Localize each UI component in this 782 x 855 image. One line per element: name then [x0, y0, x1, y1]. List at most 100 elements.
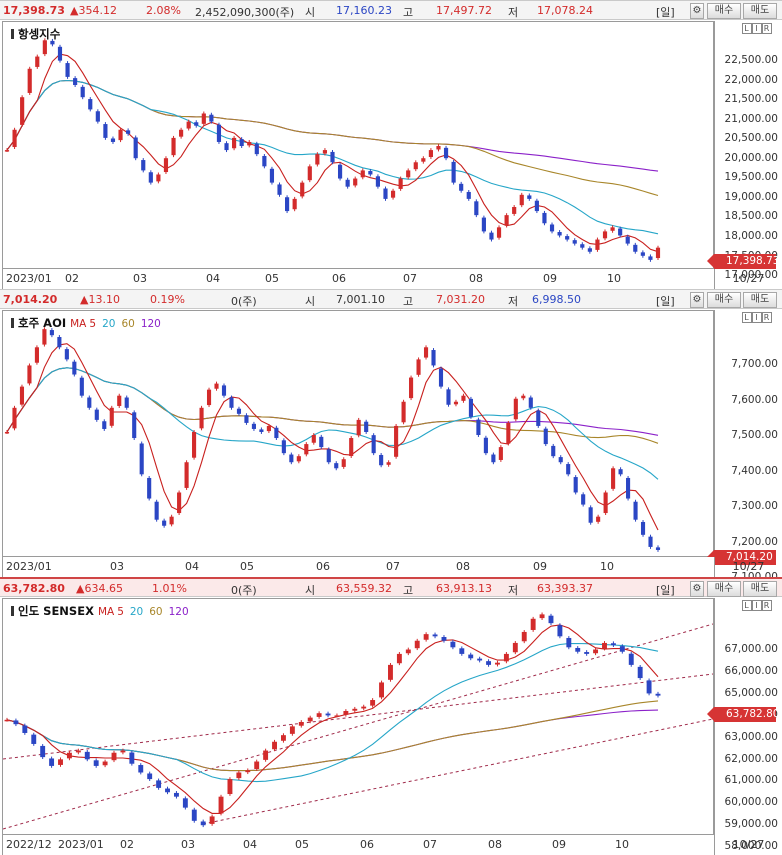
candle — [186, 119, 191, 131]
candle — [602, 641, 607, 651]
y-tick-label: 59,000.00 — [724, 818, 778, 831]
candle — [503, 652, 509, 664]
candle — [610, 641, 616, 648]
candle — [468, 396, 473, 419]
ma-legend: MA 5 20 60 120 — [98, 606, 195, 618]
candle — [254, 141, 259, 157]
x-tick-label: 09 — [533, 560, 547, 573]
candle — [216, 122, 222, 144]
candle — [50, 38, 55, 47]
price-axis[interactable]: L I R 7,700.00 7,600.00 7,500.00 7,400.00 7,300… — [714, 310, 782, 583]
y-tick-label: 18,500.00 — [724, 210, 778, 223]
y-tick-label: 7,300.00 — [731, 500, 778, 512]
candle — [530, 616, 536, 632]
candle — [139, 441, 144, 477]
candle — [474, 199, 479, 218]
candle — [512, 641, 518, 655]
buy-button[interactable]: 매수 — [707, 292, 741, 308]
price-axis[interactable]: L I R 22,500.00 22,000.00 21,500.00 21,000.00 2… — [714, 21, 782, 281]
candle — [132, 410, 137, 440]
candle — [565, 234, 570, 242]
candle — [405, 647, 411, 656]
candle — [566, 636, 572, 650]
candle — [521, 393, 526, 401]
candle — [191, 807, 197, 823]
candle — [513, 396, 518, 422]
x-tick-label: 07 — [403, 272, 417, 285]
candle — [269, 166, 275, 185]
x-tick-label: 08 — [469, 272, 483, 285]
candle — [224, 141, 229, 153]
settings-gear-icon[interactable]: ⚙ — [690, 3, 704, 19]
sell-button[interactable]: 매도 — [743, 3, 777, 19]
price-chart[interactable]: 호주 AOI MA 5 20 60 120 — [2, 310, 714, 557]
candle — [581, 492, 586, 507]
candle — [476, 417, 481, 437]
candle — [245, 768, 251, 775]
candle — [111, 750, 117, 763]
candle — [109, 405, 114, 428]
y-tick-label: 66,000.00 — [724, 664, 778, 677]
y-tick-label: 7,700.00 — [731, 358, 778, 370]
x-tick-label: 05 — [265, 272, 279, 285]
candle — [423, 345, 429, 360]
candle — [394, 423, 399, 459]
candle — [388, 663, 393, 682]
candle — [298, 720, 304, 728]
sell-button[interactable]: 매도 — [743, 292, 777, 308]
y-tick-label: 19,000.00 — [724, 190, 778, 203]
candle — [42, 327, 47, 347]
settings-gear-icon[interactable]: ⚙ — [690, 292, 704, 308]
candle — [12, 127, 17, 150]
candle — [35, 54, 40, 69]
candle — [370, 698, 376, 708]
settings-gear-icon[interactable]: ⚙ — [690, 581, 704, 597]
legend-ma60: 60 — [149, 606, 163, 618]
y-tick-label: 22,500.00 — [724, 54, 778, 66]
candle — [528, 395, 533, 410]
x-tick-label: 04 — [206, 272, 220, 285]
price-chart[interactable]: 항셍지수 — [2, 21, 714, 269]
candle — [20, 95, 25, 127]
candle — [75, 748, 81, 755]
candle — [289, 724, 295, 736]
candle — [272, 739, 277, 752]
candle — [637, 664, 643, 680]
x-tick-label: 05 — [295, 838, 309, 851]
period-selector[interactable]: [일] — [656, 6, 675, 19]
current-price: 7,014.20 — [3, 293, 58, 306]
ma60-line — [6, 79, 659, 197]
candle — [536, 408, 541, 428]
candle — [489, 230, 494, 242]
candle — [595, 237, 600, 252]
candle — [311, 433, 316, 445]
buy-button[interactable]: 매수 — [707, 581, 741, 597]
candle — [126, 128, 131, 136]
y-tick-label: 21,000.00 — [724, 112, 778, 125]
candle — [94, 407, 99, 422]
x-tick-label: 03 — [181, 838, 195, 851]
candle — [129, 750, 135, 766]
candle — [72, 359, 77, 377]
candle — [580, 242, 585, 250]
x-tick-label: 2023/01 — [6, 560, 52, 573]
y-tick-label: 58,000.00 — [724, 840, 778, 853]
candle — [572, 238, 577, 246]
candle — [93, 758, 99, 768]
x-tick-label: 04 — [185, 560, 199, 573]
candle — [218, 794, 224, 816]
candle — [162, 518, 167, 528]
price-chart[interactable]: 인도 SENSEX MA 5 20 60 120 — [2, 598, 714, 835]
candle — [619, 644, 625, 654]
period-selector[interactable]: [일] — [656, 295, 675, 308]
candle — [179, 127, 184, 139]
candle — [326, 447, 331, 465]
buy-button[interactable]: 매수 — [707, 3, 741, 19]
current-price-tag: 17,398.73 — [707, 254, 779, 269]
candle — [383, 186, 388, 201]
sell-button[interactable]: 매도 — [743, 581, 777, 597]
period-selector[interactable]: [일] — [656, 584, 675, 597]
